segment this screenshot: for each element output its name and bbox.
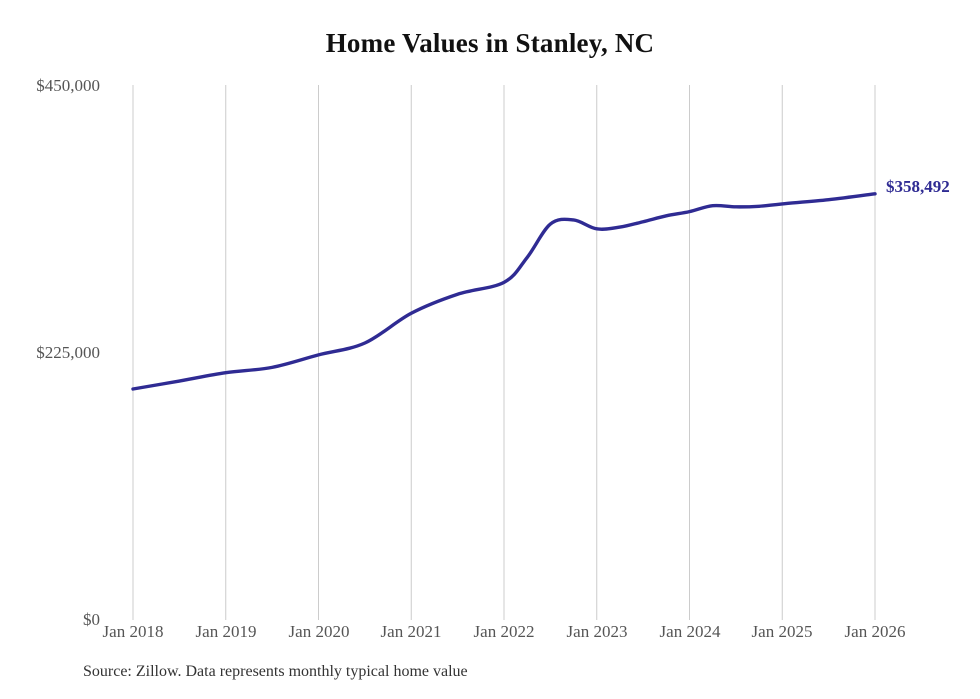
y-axis-tick-225000: $225,000 [36, 343, 100, 362]
x-axis-tick-jan-2025: Jan 2025 [751, 622, 813, 641]
x-axis-tick-jan-2023: Jan 2023 [566, 622, 628, 641]
gridlines-group [132, 85, 876, 620]
end-value-annotation: $358,492 [886, 176, 950, 196]
x-axis-tick-jan-2018: Jan 2018 [102, 622, 164, 641]
x-axis-tick-jan-2021: Jan 2021 [380, 622, 442, 641]
y-axis-tick-0: $0 [83, 610, 100, 629]
x-axis-tick-jan-2024: Jan 2024 [659, 622, 721, 641]
source-footnote: Source: Zillow. Data represents monthly … [83, 663, 468, 680]
x-axis-tick-jan-2026: Jan 2026 [844, 622, 906, 641]
x-axis-tick-jan-2019: Jan 2019 [195, 622, 257, 641]
x-axis-tick-jan-2020: Jan 2020 [288, 622, 350, 641]
x-axis-tick-jan-2022: Jan 2022 [473, 622, 535, 641]
chart-title: Home Values in Stanley, NC [325, 28, 655, 58]
y-axis-tick-450000: $450,000 [36, 76, 100, 95]
series-line-typical-home-value [131, 192, 877, 391]
